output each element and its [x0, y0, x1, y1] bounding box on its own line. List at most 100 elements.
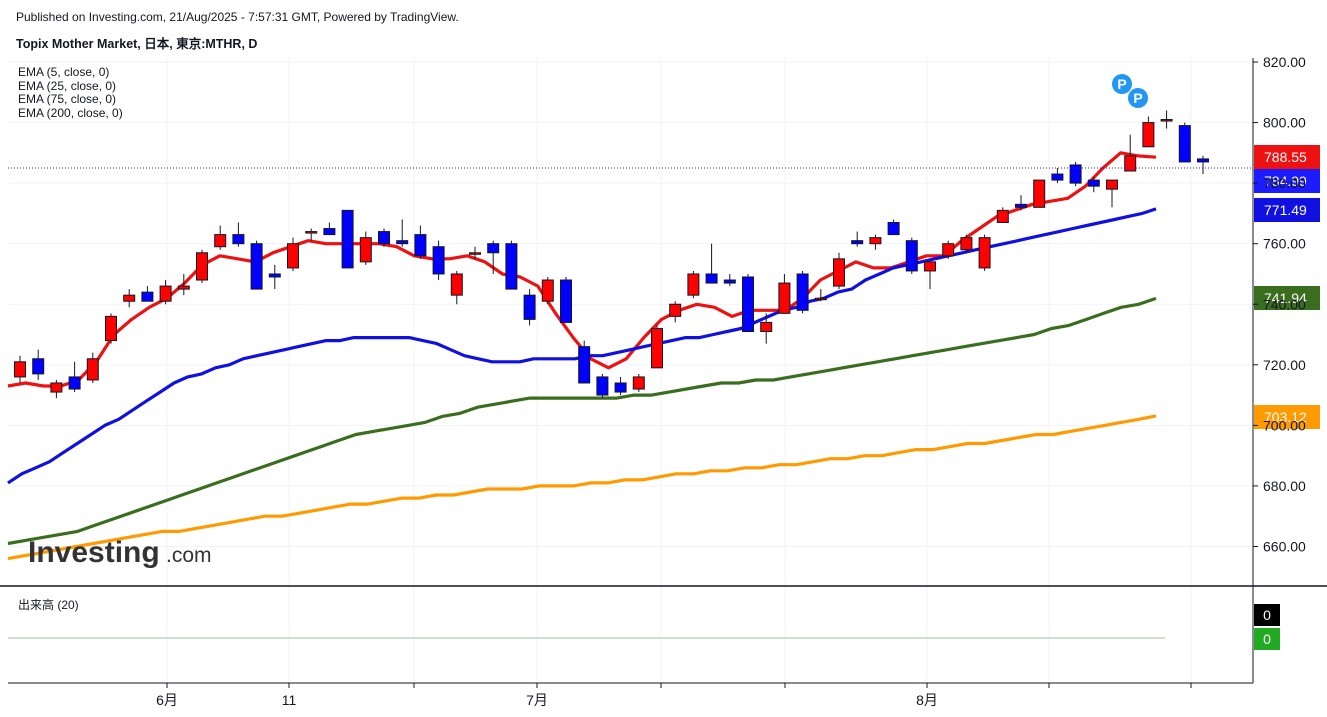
candle-up	[1124, 155, 1137, 172]
candle-down	[268, 273, 281, 278]
y-tick-label: 760.00	[1263, 236, 1306, 252]
candle-up	[760, 321, 773, 333]
price-tag-label: 703.12	[1264, 409, 1307, 425]
x-tick-label: 11	[282, 692, 297, 708]
candle-up	[86, 358, 99, 381]
investing-logo: Investing .com	[28, 536, 212, 569]
candle-up	[1160, 119, 1173, 122]
y-tick-label: 660.00	[1263, 539, 1306, 555]
candle-up	[669, 303, 682, 317]
candle-down	[887, 221, 900, 236]
candle-up	[687, 273, 700, 296]
legend-ema-200[interactable]: EMA (200, close, 0)	[18, 105, 123, 120]
candle-down	[68, 376, 81, 390]
candle-up	[996, 209, 1009, 223]
price-tag-label: 741.94	[1264, 290, 1307, 306]
candle-down	[1051, 173, 1064, 181]
candle-up	[869, 237, 882, 245]
candle-up	[1142, 122, 1155, 148]
logo-suffix: .com	[166, 544, 212, 567]
candle-up	[778, 282, 791, 314]
candle-up	[177, 285, 190, 290]
legend-ema-75[interactable]: EMA (75, close, 0)	[18, 92, 117, 107]
y-tick-label: 820.00	[1263, 54, 1306, 70]
event-marker-label: P	[1133, 90, 1142, 106]
candle-down	[905, 240, 918, 272]
candle-down	[705, 273, 718, 284]
price-tag	[1254, 286, 1320, 310]
candle-down	[432, 246, 445, 275]
volume-tag-label: 0	[1263, 607, 1271, 623]
published-note: Published on Investing.com, 21/Aug/2025 …	[16, 10, 459, 24]
price-tag	[1254, 169, 1320, 193]
candle-down	[560, 279, 572, 323]
y-tick-label: 700.00	[1263, 417, 1306, 433]
x-tick-label: 8月	[916, 692, 938, 708]
candle-down	[1087, 179, 1100, 187]
candle-down	[742, 276, 754, 333]
volume-tag	[1254, 628, 1280, 650]
y-tick-label: 800.00	[1263, 115, 1306, 131]
candle-up	[450, 273, 463, 296]
candle-down	[341, 209, 354, 269]
price-tag	[1254, 145, 1320, 169]
event-marker	[1128, 88, 1148, 108]
candle-up	[632, 376, 645, 390]
candle-down	[614, 382, 627, 393]
candle-up	[960, 237, 973, 251]
candle-down	[796, 273, 809, 311]
candle-up	[105, 315, 117, 342]
chart-title: Topix Mother Market, 日本, 東京:MTHR, D	[16, 37, 258, 51]
price-tag	[1254, 405, 1320, 429]
candle-down	[1197, 158, 1209, 163]
candle-down	[487, 243, 500, 254]
ema-200-line	[7, 414, 1157, 561]
x-tick-label: 6月	[156, 692, 178, 708]
event-marker	[1112, 74, 1132, 94]
candle-down	[1015, 203, 1027, 208]
candle-up	[287, 243, 299, 269]
candle-up	[123, 294, 136, 302]
indicator-legend[interactable]: EMA (5, close, 0) EMA (25, close, 0) EMA…	[18, 65, 123, 120]
y-tick-label: 780.00	[1263, 175, 1306, 191]
price-tag-label: 784.99	[1264, 173, 1307, 189]
candle-down	[505, 243, 518, 290]
legend-ema-5[interactable]: EMA (5, close, 0)	[18, 65, 110, 79]
candle-up	[924, 261, 936, 272]
candle-up	[942, 243, 955, 257]
candle-down	[396, 240, 409, 245]
candle-up	[214, 234, 227, 248]
candle-up	[1106, 179, 1118, 190]
candle-up	[159, 285, 172, 302]
y-tick-label: 720.00	[1263, 357, 1306, 373]
x-tick-label: 7月	[526, 692, 548, 708]
volume-legend[interactable]: 出来高 (20)	[18, 598, 79, 612]
candle-down	[378, 231, 390, 245]
candle-up	[50, 382, 63, 393]
candle-down	[523, 294, 536, 320]
candle-up	[305, 231, 318, 234]
volume-tag	[1254, 604, 1280, 626]
candle-up	[814, 297, 827, 301]
candle-up	[196, 252, 208, 281]
candle-up	[359, 237, 372, 263]
candle-down	[1069, 164, 1082, 184]
candle-down	[323, 228, 336, 236]
axes: 660.00 680.00 700.00 720.00 740.00 760.00 780.…	[0, 54, 1327, 708]
price-tag	[1254, 198, 1320, 222]
candle-down	[141, 291, 154, 302]
candle-up	[14, 361, 26, 378]
candle-up	[651, 327, 663, 369]
y-tick-label: 680.00	[1263, 478, 1306, 494]
candle-down	[723, 279, 736, 284]
overlay: PP 788.55 784.99 771.49 741.94 703.12 0 0	[8, 74, 1320, 650]
event-marker-label: P	[1117, 76, 1126, 92]
y-tick-label: 740.00	[1263, 296, 1306, 312]
legend-ema-25[interactable]: EMA (25, close, 0)	[18, 78, 117, 93]
candle-down	[851, 240, 864, 245]
candle-down	[596, 376, 609, 396]
volume-tag-label: 0	[1263, 631, 1271, 647]
candle-down	[1178, 125, 1191, 163]
candle-up	[978, 237, 991, 269]
